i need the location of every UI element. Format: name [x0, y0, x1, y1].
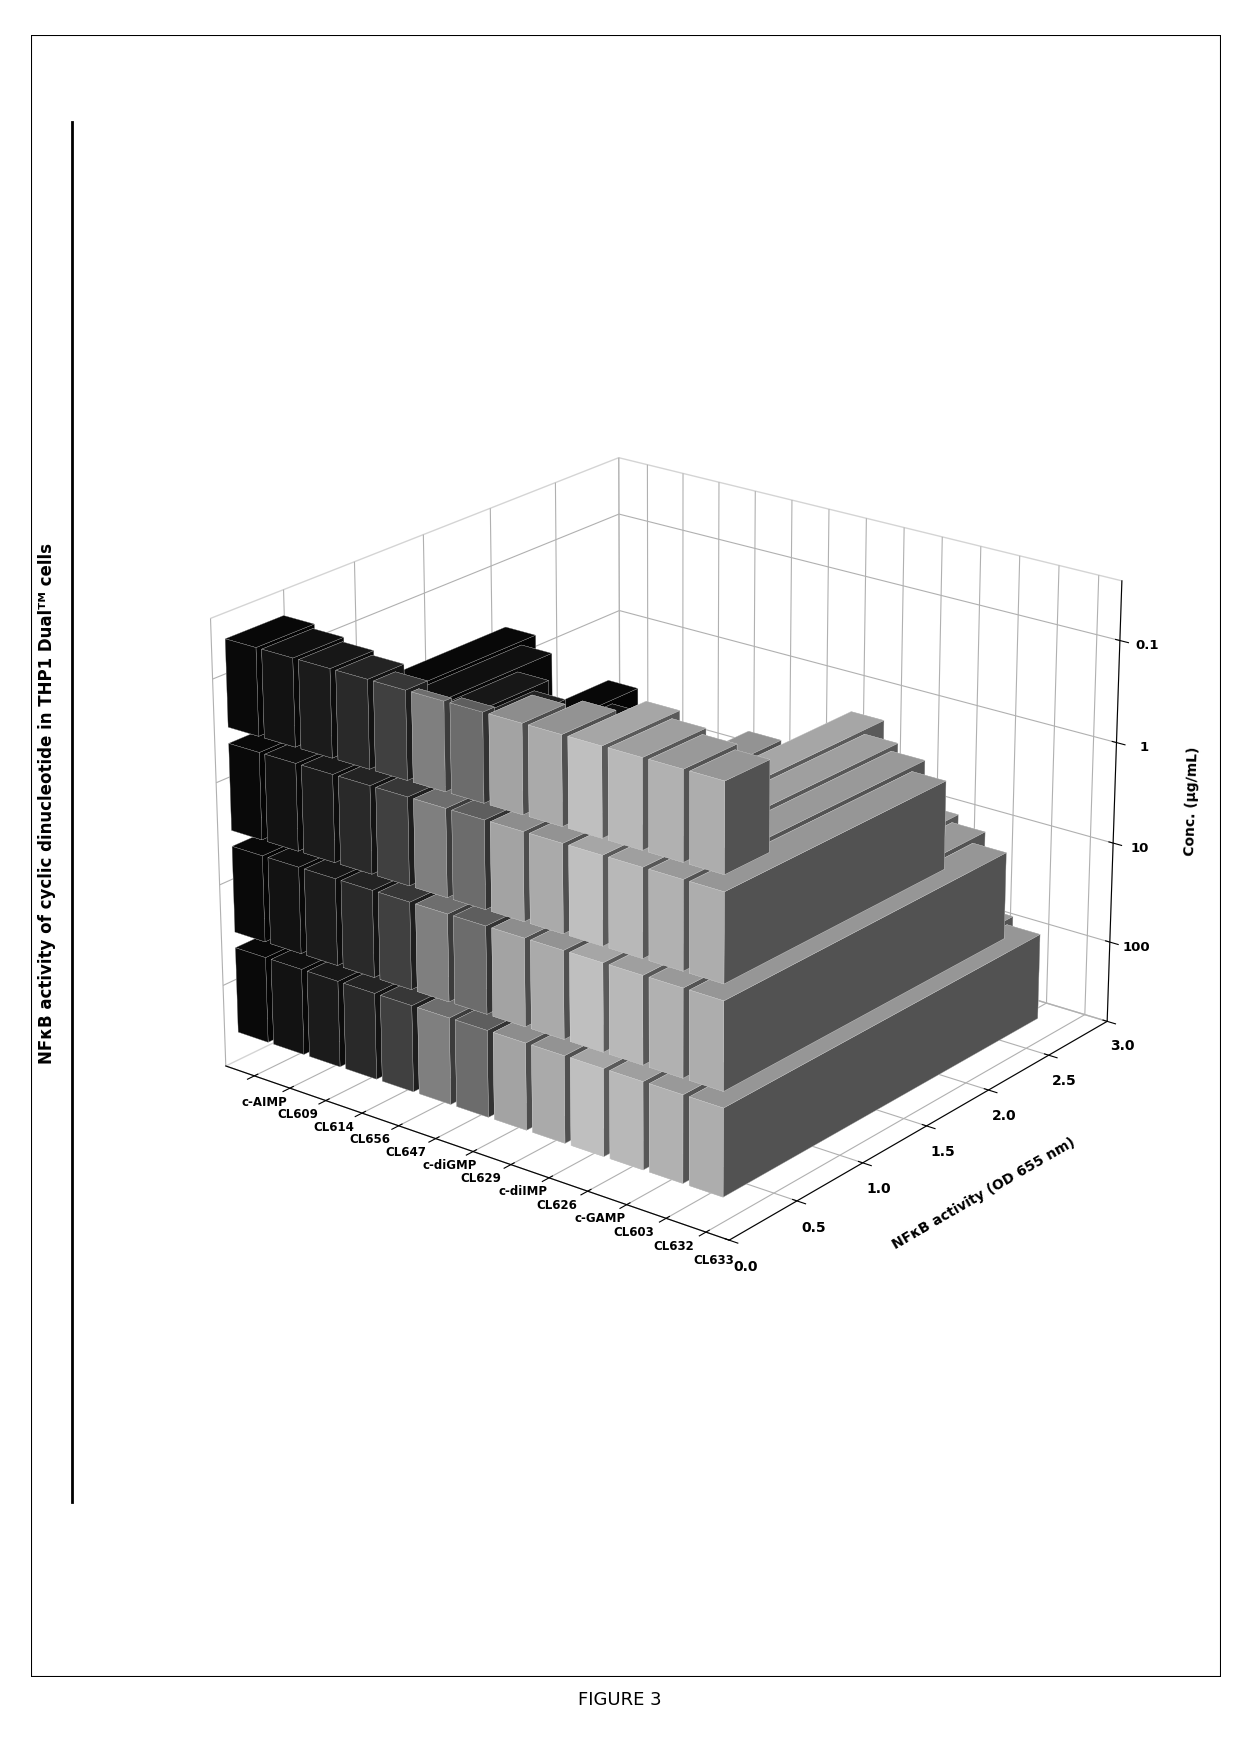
Y-axis label: NFκB activity (OD 655 nm): NFκB activity (OD 655 nm)	[890, 1136, 1078, 1253]
Text: FIGURE 3: FIGURE 3	[578, 1691, 662, 1709]
Text: NFκB activity of cyclic dinucleotide in THP1 Dualᵀᴹ cells: NFκB activity of cyclic dinucleotide in …	[38, 543, 56, 1064]
